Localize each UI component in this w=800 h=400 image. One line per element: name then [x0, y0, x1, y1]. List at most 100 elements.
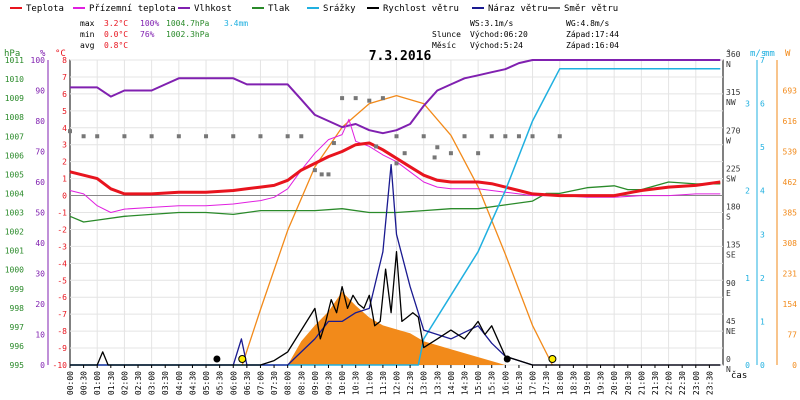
wm2-tick-label: 0: [792, 361, 797, 370]
moon-event-marker: [213, 355, 221, 363]
hpa-tick-label: 998: [10, 304, 25, 313]
x-tick-label: 01:00: [93, 371, 102, 395]
hpa-tick-label: 1002: [5, 228, 24, 237]
humidity-line: [70, 59, 721, 135]
pct-tick-label: 50: [35, 209, 45, 218]
x-tick-label: 02:30: [134, 371, 143, 395]
x-tick-label: 08:00: [284, 371, 293, 395]
sun-label: Slunce: [432, 30, 461, 39]
wind-direction-point: [462, 134, 467, 139]
x-tick-label: 09:00: [311, 371, 320, 395]
rain-line: [70, 67, 721, 366]
wm2-tick-label: 616: [783, 117, 798, 126]
x-tick-label: 20:00: [610, 371, 619, 395]
wind-direction-point: [402, 151, 407, 156]
degc-tick-label: -3: [57, 242, 67, 251]
wind-direction-point: [380, 96, 385, 101]
stats-temperature: 0.0°C: [104, 30, 128, 39]
degc-tick-label: 5: [62, 107, 67, 116]
wind-direction-point: [331, 141, 336, 146]
solar-radiation-area: [70, 291, 721, 365]
deg-tick-label: 90: [726, 279, 736, 288]
hpa-tick-label: 1000: [5, 266, 24, 275]
wind-direction-point: [448, 151, 453, 156]
x-tick-label: 00:30: [80, 371, 89, 395]
stats-label: min: [80, 30, 95, 39]
degc-tick-label: -1: [57, 209, 67, 218]
x-tick-label: 14:30: [461, 371, 470, 395]
hpa-tick-label: 1006: [5, 151, 24, 160]
deg-tick-compass: N: [726, 365, 731, 374]
hpa-tick-label: 1011: [5, 56, 24, 65]
deg-tick-compass: SW: [726, 174, 736, 183]
deg-tick-label: 225: [726, 164, 741, 173]
moon-event-marker: [503, 355, 511, 363]
hpa-tick-label: 995: [10, 361, 25, 370]
moon-rise-info: Východ:5:24: [470, 41, 523, 50]
x-tick-label: 03:30: [161, 371, 170, 395]
wm2-tick-label: 154: [783, 300, 798, 309]
legend-label: Vlhkost: [194, 4, 232, 14]
stats-label: max: [80, 19, 95, 28]
x-tick-label: 11:30: [379, 371, 388, 395]
wind-direction-point: [319, 172, 324, 177]
degc-tick-label: -10: [53, 361, 68, 370]
degc-tick-label: -7: [57, 310, 67, 319]
x-tick-label: 15:30: [488, 371, 497, 395]
wm2-tick-label: 539: [783, 148, 798, 157]
wm2-tick-label: 385: [783, 209, 798, 218]
wind-direction-point: [374, 144, 379, 149]
wind-direction-point: [122, 134, 127, 139]
x-tick-label: 13:00: [420, 371, 429, 395]
ms-tick-label: 7: [760, 56, 765, 65]
x-tick-label: 19:30: [597, 371, 606, 395]
x-tick-label: 01:30: [107, 371, 116, 395]
x-tick-label: 14:00: [447, 371, 456, 395]
wm2-tick-label: 77: [787, 331, 797, 340]
legend-label: Srážky: [323, 4, 356, 14]
x-tick-label: 00:00: [66, 371, 75, 395]
degc-tick-label: 7: [62, 73, 67, 82]
degc-tick-label: 2: [62, 158, 67, 167]
x-tick-label: 12:30: [406, 371, 415, 395]
x-tick-label: 23:00: [692, 371, 701, 395]
ms-tick-label: 5: [760, 143, 765, 152]
x-tick-label: 17:30: [542, 371, 551, 395]
sun-event-marker: [238, 355, 247, 363]
x-tick-label: 04:00: [175, 371, 184, 395]
deg-tick-compass: W: [726, 136, 731, 145]
pct-tick-label: 80: [35, 117, 45, 126]
pct-tick-label: 100: [31, 56, 46, 65]
wind-direction-point: [204, 134, 209, 139]
moon-set-info: Západ:16:04: [566, 41, 619, 50]
wind-direction-point: [81, 134, 86, 139]
hpa-tick-label: 1005: [5, 170, 24, 179]
wm2-tick-label: 693: [783, 87, 798, 96]
x-tick-label: 23:30: [705, 371, 714, 395]
deg-tick-compass: N: [726, 60, 731, 69]
x-tick-label: 13:30: [433, 371, 442, 395]
hpa-tick-label: 1009: [5, 94, 24, 103]
wind-direction-point: [258, 134, 263, 139]
stats-pressure: 1002.3hPa: [166, 30, 210, 39]
x-tick-label: 17:00: [529, 371, 538, 395]
pressure-line: [69, 181, 721, 223]
x-tick-label: 02:00: [120, 371, 129, 395]
hpa-tick-label: 1004: [5, 189, 24, 198]
x-tick-label: 21:30: [651, 371, 660, 395]
deg-tick-label: 315: [726, 88, 741, 97]
x-tick-label: 05:00: [202, 371, 211, 395]
axis-title-deg: °: [726, 49, 731, 59]
x-tick-label: 06:30: [243, 371, 252, 395]
hpa-tick-label: 1008: [5, 113, 24, 122]
x-tick-label: 16:30: [515, 371, 524, 395]
mm-tick-label: 2: [745, 187, 750, 196]
axis-title-ms: m/s: [750, 49, 766, 59]
legend-label: Rychlost větru: [383, 4, 459, 14]
degc-tick-label: -2: [57, 225, 67, 234]
wind-direction-point: [285, 134, 290, 139]
x-tick-label: 20:30: [624, 371, 633, 395]
legend-label: Teplota: [26, 4, 64, 14]
x-tick-label: 12:00: [393, 371, 402, 395]
